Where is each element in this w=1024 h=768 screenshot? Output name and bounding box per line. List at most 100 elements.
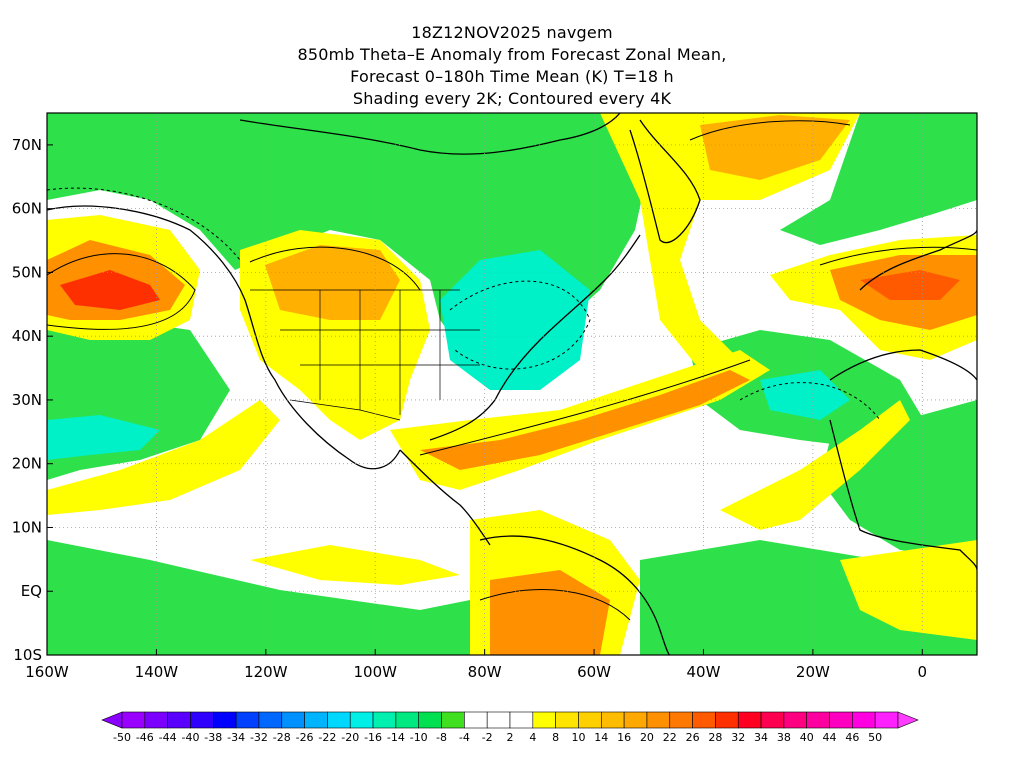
colorbar-swatch xyxy=(509,711,534,729)
colorbar-swatch xyxy=(464,711,488,729)
coast-europe xyxy=(859,229,977,291)
title-line-shading: Shading every 2K; Contoured every 4K xyxy=(352,89,672,108)
colorbar-label: 4 xyxy=(529,731,536,744)
colorbar-swatch xyxy=(418,711,442,729)
colorbar-label: 10 xyxy=(571,731,585,744)
orange-region-rockies xyxy=(265,245,400,320)
colorbar-label: 8 xyxy=(552,731,559,744)
orange-region-atlantic-band xyxy=(420,370,750,470)
colorbar-swatch xyxy=(692,711,716,729)
coast-west-africa xyxy=(829,419,977,571)
x-axis: 160W 140W 120W 100W 80W 60W 40W 20W 0 xyxy=(25,649,927,681)
colorbar-label: 46 xyxy=(845,731,859,744)
colorbar-label: -14 xyxy=(387,731,405,744)
title-line-variable: 850mb Theta–E Anomaly from Forecast Zona… xyxy=(297,45,727,64)
y-tick-label: 10N xyxy=(12,518,42,536)
contour-atlantic-band xyxy=(419,359,751,456)
colorbar-swatch xyxy=(852,711,876,729)
red-region-europe-core xyxy=(860,270,960,300)
contour-south-america xyxy=(479,589,631,621)
dashed-contour-eastern-us xyxy=(449,280,591,370)
colorbar-swatch xyxy=(600,711,625,729)
colorbar-swatch xyxy=(760,711,785,729)
yellow-region-west-africa-band xyxy=(720,400,910,530)
yellow-region-greenland-strip xyxy=(600,113,860,370)
colorbar-label: 32 xyxy=(731,731,745,744)
colorbar-label: -4 xyxy=(459,731,470,744)
y-tick-label: 30N xyxy=(12,391,42,409)
colorbar-swatch xyxy=(874,711,899,729)
colorbar-swatch xyxy=(441,711,465,729)
contour-europe xyxy=(819,246,977,266)
contour-greenland xyxy=(689,120,851,141)
colorbar-label: 40 xyxy=(800,731,814,744)
contour-western-us xyxy=(249,246,421,291)
colorbar-label: 34 xyxy=(754,731,768,744)
colorbar-swatch xyxy=(121,711,146,729)
colorbar-label: 50 xyxy=(868,731,882,744)
colorbar-label: -22 xyxy=(318,731,336,744)
y-axis: 10S EQ 10N 20N 30N 40N 50N 60N 70N xyxy=(12,136,53,664)
colorbar-high-arrow xyxy=(897,711,919,729)
colorbar-swatch xyxy=(281,711,305,729)
yellow-region-pacific-itcz xyxy=(250,545,460,585)
coast-arctic xyxy=(239,113,621,155)
colorbar-label: -38 xyxy=(204,731,222,744)
coast-pacific-north-america xyxy=(47,205,401,470)
green-region-south-pacific xyxy=(47,540,470,655)
colorbar-swatch xyxy=(190,711,214,729)
colorbar-label: -10 xyxy=(410,731,428,744)
dashed-contour-atlantic xyxy=(739,382,881,421)
colorbar-label: -32 xyxy=(250,731,268,744)
colorbar-label: -40 xyxy=(181,731,199,744)
orange-region-greenland xyxy=(700,115,850,180)
red-region-pacific-core xyxy=(60,270,160,310)
colorbar-label: -2 xyxy=(482,731,493,744)
x-tick-label: 0 xyxy=(918,663,928,681)
contour-lines xyxy=(47,120,977,621)
colorbar-swatch xyxy=(532,711,556,729)
cyan-region-pacific-west xyxy=(47,415,160,460)
dashed-contour-alaska xyxy=(47,187,241,261)
colorbar-swatch xyxy=(349,711,374,729)
colorbar-swatch xyxy=(372,711,397,729)
coastlines xyxy=(47,113,977,655)
x-tick-label: 40W xyxy=(687,663,721,681)
colorbar-label: 14 xyxy=(594,731,608,744)
colorbar-label: 2 xyxy=(507,731,514,744)
colorbar-label: -8 xyxy=(436,731,447,744)
map-field xyxy=(47,113,977,655)
title-line-date-model: 18Z12NOV2025 navgem xyxy=(411,23,613,42)
colorbar-label: 28 xyxy=(708,731,722,744)
colorbar-label: 38 xyxy=(777,731,791,744)
colorbar-swatch xyxy=(395,711,420,729)
x-tick-label: 60W xyxy=(577,663,611,681)
coast-greenland xyxy=(629,119,701,244)
coast-central-america xyxy=(399,449,491,546)
colorbar-label: -44 xyxy=(159,731,177,744)
colorbar-swatch xyxy=(555,711,579,729)
chart-title: 18Z12NOV2025 navgem 850mb Theta–E Anomal… xyxy=(0,22,1024,110)
y-tick-label: 10S xyxy=(13,646,42,664)
x-tick-label: 100W xyxy=(354,663,398,681)
yellow-region-pacific-band xyxy=(47,400,280,515)
colorbar-label: -26 xyxy=(296,731,314,744)
colorbar-swatch xyxy=(669,711,693,729)
colorbar-swatch xyxy=(578,711,602,729)
coast-east-north-america xyxy=(429,234,641,441)
coast-africa-north xyxy=(829,349,977,381)
colorbar-swatch xyxy=(212,711,237,729)
colorbar-swatch xyxy=(167,711,191,729)
coast-south-america xyxy=(479,535,671,655)
map-frame xyxy=(46,112,978,656)
y-tick-label: 70N xyxy=(12,136,42,154)
colorbar-label: -16 xyxy=(364,731,382,744)
political-borders xyxy=(250,289,480,421)
lat-lon-grid xyxy=(47,113,977,655)
green-region-greenland-east xyxy=(780,113,977,245)
x-tick-label: 80W xyxy=(468,663,502,681)
dashed-contours xyxy=(47,187,881,421)
x-tick-label: 140W xyxy=(135,663,179,681)
colorbar-low-arrow xyxy=(101,711,123,729)
